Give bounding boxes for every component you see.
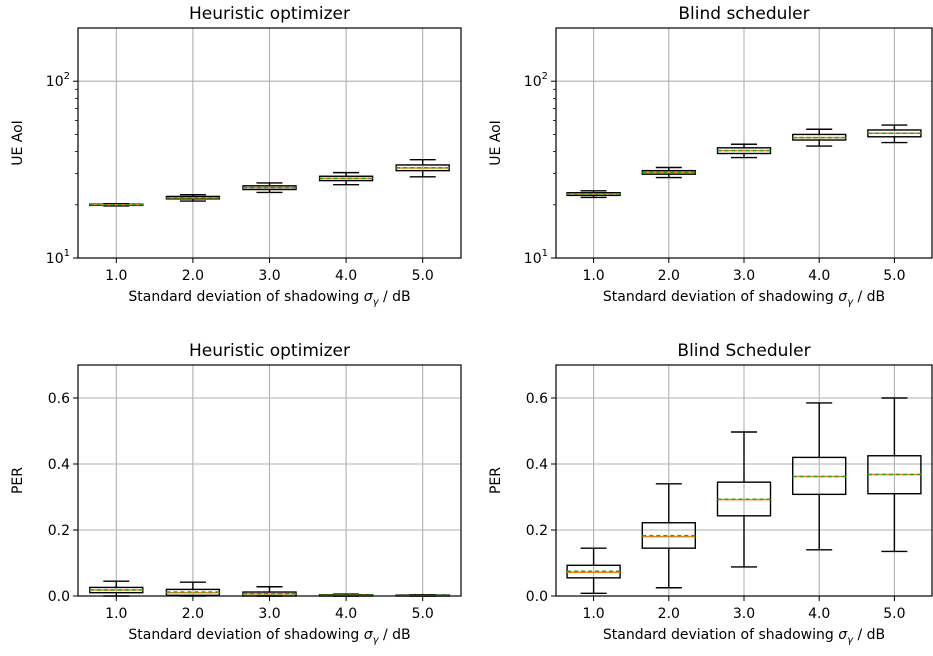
x-tick-label: 4.0 (808, 268, 830, 284)
y-tick-label: 0.4 (526, 457, 548, 473)
x-tick-label: 5.0 (883, 268, 905, 284)
box-4.0 (792, 402, 847, 551)
x-tick-label: 1.0 (105, 268, 127, 284)
box-4.0 (792, 128, 847, 147)
box-1.0 (89, 202, 144, 207)
x-tick-label: 2.0 (182, 268, 204, 284)
subplot-3: 1.0 2.0 3.0 4.0 5.0 0.0 0.2 0.4 0.6 Heuristic opt… (10, 341, 462, 646)
box-2.0 (641, 483, 696, 589)
x-axis-label: Standard deviation of shadowing σγ / dB (128, 627, 410, 646)
box-1.0 (566, 547, 621, 595)
box-3.0 (242, 586, 297, 597)
box-3.0 (242, 182, 297, 194)
x-tick-label: 1.0 (582, 268, 604, 284)
x-tick-label: 4.0 (335, 268, 357, 284)
box-5.0 (395, 158, 450, 178)
box-5.0 (867, 397, 922, 553)
subplot-title: Heuristic optimizer (189, 341, 350, 361)
x-tick-label: 4.0 (808, 606, 830, 622)
y-tick-label: 0.6 (48, 391, 70, 407)
x-tick-label: 2.0 (182, 606, 204, 622)
x-tick-label: 2.0 (658, 606, 680, 622)
x-tick-label: 3.0 (733, 268, 755, 284)
x-tick-label: 5.0 (412, 268, 434, 284)
subplot-title: Blind Scheduler (677, 341, 810, 361)
y-axis-label: PER (488, 467, 504, 494)
box-3.0 (716, 431, 772, 568)
x-axis-label: Standard deviation of shadowing σγ / dB (603, 627, 885, 646)
subplot-title: Heuristic optimizer (189, 4, 350, 24)
x-tick-label: 3.0 (258, 268, 280, 284)
y-tick-label: 0.2 (526, 523, 548, 539)
x-tick-label: 2.0 (658, 268, 680, 284)
x-tick-label: 3.0 (258, 606, 280, 622)
y-tick-label: 0.4 (48, 457, 70, 473)
box-1.0 (566, 190, 621, 199)
box-5.0 (867, 124, 922, 144)
box-4.0 (318, 171, 374, 186)
subplot-title: Blind scheduler (678, 4, 809, 24)
y-axis-label: UE AoI (488, 120, 504, 166)
x-tick-label: 1.0 (105, 606, 127, 622)
subplot-2: 1.0 2.0 3.0 4.0 5.0 101 102 Blind scheduler Stan… (488, 4, 933, 308)
x-tick-label: 5.0 (883, 606, 905, 622)
y-tick-label: 102 (524, 71, 548, 90)
x-tick-label: 1.0 (582, 606, 604, 622)
y-tick-label: 0.0 (526, 589, 548, 605)
subplot-1: 1.0 2.0 3.0 4.0 5.0 101 102 Heuristic optimizer… (10, 4, 462, 308)
y-axis-label: PER (10, 467, 26, 494)
subplot-4: 1.0 2.0 3.0 4.0 5.0 0.0 0.2 0.4 0.6 Blind Schedul… (488, 341, 933, 646)
x-tick-label: 5.0 (412, 606, 434, 622)
box-2.0 (165, 194, 221, 202)
box-3.0 (716, 143, 772, 159)
box-2.0 (641, 166, 696, 179)
x-axis-label: Standard deviation of shadowing σγ / dB (603, 289, 885, 308)
y-tick-label: 0.0 (48, 589, 70, 605)
y-tick-label: 0.2 (48, 523, 70, 539)
y-tick-label: 102 (46, 71, 70, 90)
x-tick-label: 3.0 (733, 606, 755, 622)
x-tick-label: 4.0 (335, 606, 357, 622)
y-axis-label: UE AoI (10, 120, 26, 166)
box-1.0 (89, 580, 144, 597)
x-axis-label: Standard deviation of shadowing σγ / dB (128, 289, 410, 308)
y-tick-label: 101 (46, 248, 70, 267)
y-tick-label: 0.6 (526, 391, 548, 407)
y-tick-label: 101 (524, 248, 548, 267)
